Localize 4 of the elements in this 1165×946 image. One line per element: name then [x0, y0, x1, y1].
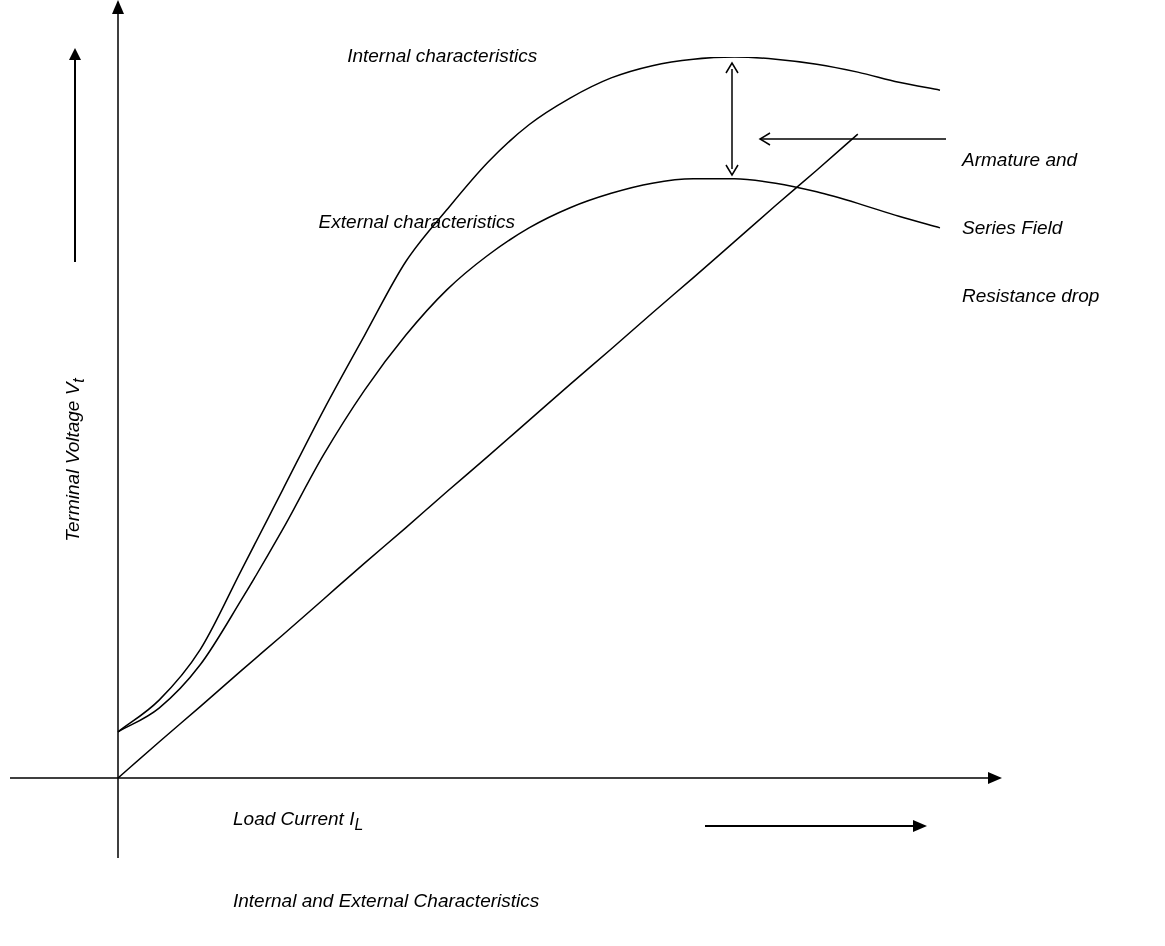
text: Armature and Series Field Resistance drop	[962, 149, 1100, 306]
text: Internal characteristics	[347, 45, 538, 67]
text: Internal and External Characteristics	[233, 890, 540, 912]
x-axis-title: Load Current I$_{L}$	[233, 808, 364, 834]
